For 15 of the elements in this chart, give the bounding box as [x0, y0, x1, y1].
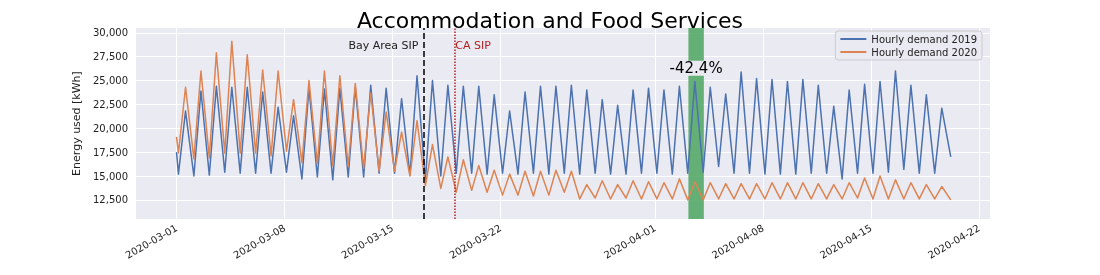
- ref-line-label: Bay Area SIP: [348, 39, 419, 52]
- annotation: -42.4%: [669, 59, 723, 78]
- y-tick-label: 20,000: [93, 122, 128, 134]
- legend-label: Hourly demand 2019: [871, 33, 978, 45]
- y-tick-label: 17,500: [93, 146, 128, 158]
- chart-title: Accommodation and Food Services: [356, 7, 744, 33]
- y-tick-label: 12,500: [93, 194, 128, 206]
- y-tick-label: 15,000: [93, 170, 128, 182]
- y-tick-label: 27,500: [93, 51, 128, 63]
- y-tick-label: 25,000: [93, 75, 128, 87]
- ref-line-label: CA SIP: [455, 39, 492, 52]
- y-tick-label: 22,500: [93, 98, 128, 110]
- y-tick-label: 30,000: [93, 27, 128, 39]
- y-axis-title: Energy used [kWh]: [70, 71, 84, 176]
- legend-label: Hourly demand 2020: [871, 46, 978, 58]
